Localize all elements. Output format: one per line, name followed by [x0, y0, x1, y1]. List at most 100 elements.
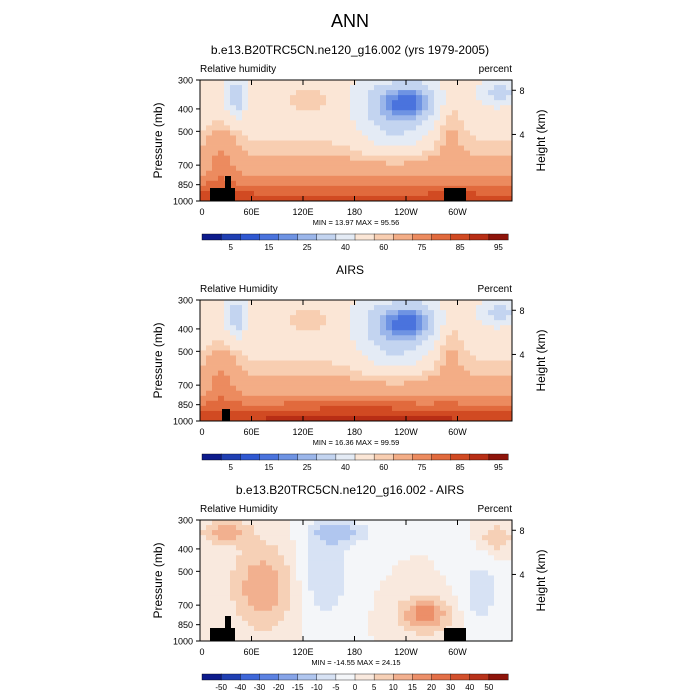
colorbar-label: -5 — [332, 683, 340, 692]
pressure-tick-label: 850 — [178, 180, 193, 190]
land-block — [210, 188, 235, 201]
height-tick-label: 4 — [519, 130, 524, 140]
colorbar-swatch — [373, 673, 394, 681]
colorbar-swatch — [393, 673, 413, 681]
panel-units-label: percent — [479, 64, 513, 75]
pressure-tick-label: 1000 — [173, 197, 193, 207]
colorbar-swatch — [431, 453, 452, 461]
min-max-stats: MIN = 16.36 MAX = 99.59 — [313, 438, 400, 447]
colorbar-swatch — [354, 673, 375, 681]
pressure-tick-label: 1000 — [173, 637, 193, 647]
colorbar-swatch — [259, 673, 280, 681]
colorbar-swatch — [335, 453, 356, 461]
colorbar-label: 15 — [408, 683, 417, 692]
colorbar-swatch — [259, 233, 280, 241]
colorbar-label: 25 — [303, 243, 312, 252]
contour-field — [200, 520, 513, 642]
colorbar-swatch — [316, 673, 337, 681]
colorbar-swatch — [488, 453, 509, 461]
colorbar-swatch — [240, 453, 260, 461]
colorbar-swatch — [412, 233, 433, 241]
land-block — [225, 616, 231, 628]
longitude-tick-label: 60W — [448, 207, 467, 217]
colorbar-label: 40 — [341, 463, 350, 472]
longitude-tick-label: 180 — [347, 207, 362, 217]
panel-units-label: Percent — [478, 284, 513, 295]
land-block — [225, 176, 231, 188]
colorbar-swatch — [431, 233, 452, 241]
land-block — [210, 628, 235, 641]
panel-diff: b.e13.B20TRC5CN.ne120_g16.002 - AIRS Rela… — [151, 483, 548, 692]
colorbar-label: 20 — [427, 683, 436, 692]
colorbar-swatch — [450, 673, 471, 681]
colorbar-label: -20 — [273, 683, 285, 692]
longitude-tick-label: 120W — [394, 647, 418, 657]
pressure-tick-label: 400 — [178, 324, 193, 334]
colorbar-swatch — [278, 233, 299, 241]
colorbar-swatch — [393, 453, 413, 461]
colorbar-swatch — [335, 233, 356, 241]
colorbar-swatch — [488, 233, 509, 241]
colorbar-swatch — [450, 453, 471, 461]
panel-title: b.e13.B20TRC5CN.ne120_g16.002 (yrs 1979-… — [211, 43, 489, 57]
colorbar-label: 95 — [494, 463, 503, 472]
colorbar-swatch — [278, 453, 299, 461]
colorbar-swatch — [431, 673, 452, 681]
colorbar-label: 10 — [389, 683, 398, 692]
topography-mask — [210, 616, 466, 641]
colorbar: 5 15 25 40 60 75 85 95 — [201, 233, 509, 252]
colorbar-label: 95 — [494, 243, 503, 252]
panel-title: AIRS — [336, 263, 364, 277]
longitude-tick-label: 180 — [347, 647, 362, 657]
colorbar-label: -15 — [292, 683, 304, 692]
colorbar: -50 -40 -30 -20 -15 -10 -5 0 5 10 15 20 30 40 50 — [201, 673, 509, 692]
colorbar-label: 5 — [228, 463, 233, 472]
height-tick-label: 4 — [519, 350, 524, 360]
height-axis-label: Height (km) — [534, 549, 548, 611]
land-block — [444, 628, 466, 641]
longitude-tick-label: 60E — [243, 427, 259, 437]
colorbar-label: 85 — [456, 243, 465, 252]
longitude-tick-label: 0 — [199, 647, 204, 657]
colorbar-swatch — [412, 673, 433, 681]
colorbar-swatch — [335, 673, 356, 681]
colorbar-label: -10 — [311, 683, 323, 692]
panel-variable-label: Relative humidity — [200, 64, 276, 75]
colorbar-swatch — [240, 233, 260, 241]
height-tick-label: 8 — [519, 526, 524, 536]
colorbar-label: -50 — [215, 683, 227, 692]
colorbar-swatch — [450, 233, 471, 241]
panel-variable-label: Relative Humidity — [200, 504, 278, 515]
pressure-tick-label: 300 — [178, 296, 193, 306]
colorbar-label: 5 — [372, 683, 377, 692]
panel-model: b.e13.B20TRC5CN.ne120_g16.002 (yrs 1979-… — [151, 43, 548, 252]
longitude-tick-label: 120E — [292, 207, 313, 217]
colorbar-swatch — [354, 453, 375, 461]
colorbar-swatch — [297, 453, 318, 461]
colorbar-swatch — [220, 233, 241, 241]
colorbar-swatch — [220, 453, 241, 461]
colorbar-label: 15 — [264, 463, 273, 472]
land-block — [222, 409, 230, 421]
colorbar-swatch — [316, 233, 337, 241]
plot-frame — [199, 519, 513, 642]
colorbar-label: 60 — [379, 463, 388, 472]
colorbar-swatch — [316, 453, 337, 461]
colorbar-swatch — [278, 673, 299, 681]
colorbar-label: 50 — [484, 683, 493, 692]
colorbar-label: 15 — [264, 243, 273, 252]
height-tick-label: 8 — [519, 86, 524, 96]
longitude-tick-label: 60W — [448, 427, 467, 437]
longitude-tick-label: 120W — [394, 427, 418, 437]
longitude-tick-label: 60E — [243, 647, 259, 657]
longitude-tick-label: 120W — [394, 207, 418, 217]
colorbar-label: 5 — [228, 243, 233, 252]
figure-title: ANN — [331, 11, 369, 31]
colorbar-swatch — [469, 233, 490, 241]
longitude-axis: 0 60E 120E 180 120W 60W — [199, 520, 467, 657]
colorbar-label: 60 — [379, 243, 388, 252]
longitude-tick-label: 120E — [292, 427, 313, 437]
pressure-tick-label: 400 — [178, 544, 193, 554]
